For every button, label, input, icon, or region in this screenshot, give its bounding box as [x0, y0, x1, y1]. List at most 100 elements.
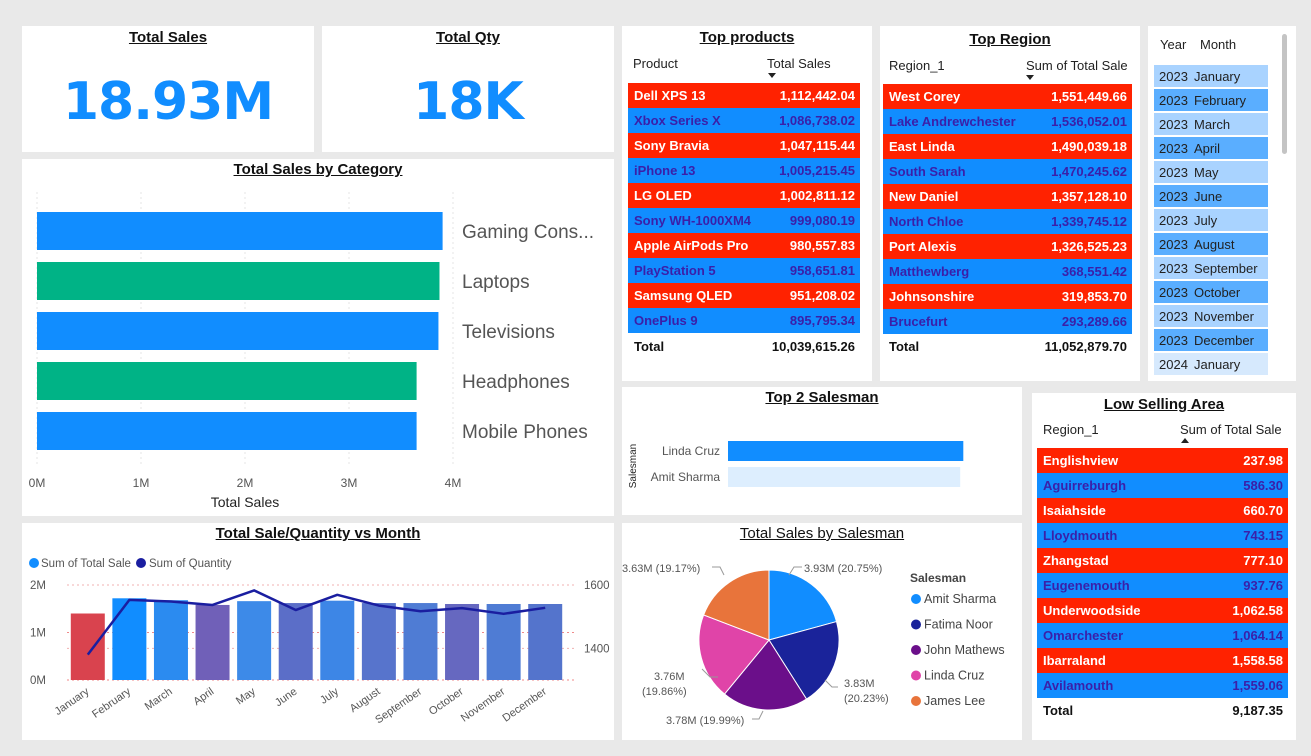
- row-value: 1,002,811.12: [779, 188, 855, 203]
- bar-march: [153, 600, 188, 680]
- slicer-item[interactable]: 2023 September: [1154, 257, 1268, 279]
- table-row[interactable]: Ibarraland 1,558.58: [1037, 648, 1288, 673]
- column-header-region[interactable]: Region_1: [1043, 422, 1099, 437]
- bar-televisions: [37, 312, 439, 350]
- sort-ascending-icon: [1181, 438, 1189, 443]
- salesman-label: Linda Cruz: [662, 444, 720, 458]
- table-row[interactable]: PlayStation 5 958,651.81: [628, 258, 860, 283]
- table-row[interactable]: Apple AirPods Pro 980,557.83: [628, 233, 860, 258]
- slicer-item[interactable]: 2024 January: [1154, 353, 1268, 375]
- slicer-month: October: [1194, 284, 1241, 300]
- table-row[interactable]: North Chloe 1,339,745.12: [883, 209, 1132, 234]
- table-body: Dell XPS 13 1,112,442.04 Xbox Series X 1,08…: [628, 83, 860, 343]
- y-tick-label: 1M: [30, 628, 46, 640]
- legend-marker: [911, 645, 921, 655]
- table-row[interactable]: Zhangstad 777.10: [1037, 548, 1288, 573]
- slicer-item[interactable]: 2023 April: [1154, 137, 1268, 159]
- row-label: Sony Bravia: [634, 138, 710, 153]
- bar-amit-sharma: [728, 467, 961, 487]
- table-row[interactable]: Samsung QLED 951,208.02: [628, 283, 860, 308]
- row-value: 1,064.14: [1232, 628, 1283, 643]
- table-row[interactable]: LG OLED 1,002,811.12: [628, 183, 860, 208]
- table-row[interactable]: Lloydmouth 743.15: [1037, 523, 1288, 548]
- table-row[interactable]: Eugenemouth 937.76: [1037, 573, 1288, 598]
- column-header-sum-total-sale[interactable]: Sum of Total Sale: [1026, 58, 1128, 73]
- table-row[interactable]: Dell XPS 13 1,112,442.04: [628, 83, 860, 108]
- table-row[interactable]: West Corey 1,551,449.66: [883, 84, 1132, 109]
- row-label: Isaiahside: [1043, 503, 1106, 518]
- slicer-month: January: [1194, 356, 1241, 372]
- table-row[interactable]: OnePlus 9 895,795.34: [628, 308, 860, 333]
- slicer-scrollbar[interactable]: [1282, 34, 1287, 154]
- chart-title: Top 2 Salesman: [765, 389, 879, 406]
- row-label: LG OLED: [634, 188, 692, 203]
- row-label: Omarchester: [1043, 628, 1124, 643]
- leader-line: [712, 566, 725, 576]
- table-row[interactable]: New Daniel 1,357,128.10: [883, 184, 1132, 209]
- table-row[interactable]: Omarchester 1,064.14: [1037, 623, 1288, 648]
- slicer-month: May: [1194, 164, 1219, 180]
- row-label: Samsung QLED: [634, 288, 733, 303]
- legend-marker: [29, 558, 39, 568]
- slicer-item[interactable]: 2023 February: [1154, 89, 1268, 111]
- table-row[interactable]: Port Alexis 1,326,525.23: [883, 234, 1132, 259]
- slicer-item[interactable]: 2023 June: [1154, 185, 1268, 207]
- table-row[interactable]: Aguirreburgh 586.30: [1037, 473, 1288, 498]
- slicer-item[interactable]: 2023 December: [1154, 329, 1268, 351]
- table-row[interactable]: Johnsonshire 319,853.70: [883, 284, 1132, 309]
- row-label: Port Alexis: [889, 239, 957, 254]
- chart-title: Total Sales by Salesman: [739, 525, 905, 542]
- slicer-year: 2023: [1159, 260, 1188, 276]
- table-row[interactable]: Matthewberg 368,551.42: [883, 259, 1132, 284]
- table-total-row: Total 10,039,615.26: [628, 334, 860, 358]
- table-row[interactable]: Avilamouth 1,559.06: [1037, 673, 1288, 698]
- slice-label: 3.76M: [654, 671, 685, 683]
- table-row[interactable]: Xbox Series X 1,086,738.02: [628, 108, 860, 133]
- total-label: Total: [1043, 702, 1074, 718]
- slicer-item[interactable]: 2023 January: [1154, 65, 1268, 87]
- slicer-item[interactable]: 2023 May: [1154, 161, 1268, 183]
- row-label: Lloydmouth: [1043, 528, 1118, 543]
- column-header-total-sales[interactable]: Total Sales: [767, 56, 831, 71]
- row-value: 1,326,525.23: [1051, 239, 1127, 254]
- row-label: Matthewberg: [889, 264, 970, 279]
- table-row[interactable]: Sony Bravia 1,047,115.44: [628, 133, 860, 158]
- table-row[interactable]: Sony WH-1000XM4 999,080.19: [628, 208, 860, 233]
- slicer-item[interactable]: 2023 March: [1154, 113, 1268, 135]
- slice-label: (20.23%): [844, 693, 889, 705]
- row-label: South Sarah: [889, 164, 966, 179]
- table-row[interactable]: Englishview 237.98: [1037, 448, 1288, 473]
- table-row[interactable]: Lake Andrewchester 1,536,052.01: [883, 109, 1132, 134]
- x-tick-label: August: [348, 686, 383, 715]
- category-bar-chart: 0M 1M 2M 3M 4M Gaming Cons... Laptops Televisio…: [29, 192, 594, 510]
- bar-december: [528, 604, 563, 680]
- slicer-item[interactable]: 2023 August: [1154, 233, 1268, 255]
- row-value: 660.70: [1243, 503, 1283, 518]
- row-label: North Chloe: [889, 214, 964, 229]
- slicer-item[interactable]: 2023 October: [1154, 281, 1268, 303]
- row-value: 937.76: [1243, 578, 1283, 593]
- row-value: 1,558.58: [1232, 653, 1283, 668]
- table-row[interactable]: Underwoodside 1,062.58: [1037, 598, 1288, 623]
- bar-january: [70, 613, 105, 680]
- leader-line: [752, 710, 764, 720]
- table-row[interactable]: South Sarah 1,470,245.62: [883, 159, 1132, 184]
- legend-marker: [911, 670, 921, 681]
- table-row[interactable]: East Linda 1,490,039.18: [883, 134, 1132, 159]
- slicer-item[interactable]: 2023 November: [1154, 305, 1268, 327]
- table-row[interactable]: Brucefurt 293,289.66: [883, 309, 1132, 334]
- pie-slice-linda-cruz: [698, 614, 770, 695]
- column-header-product[interactable]: Product: [633, 56, 678, 71]
- table-row[interactable]: iPhone 13 1,005,215.45: [628, 158, 860, 183]
- column-header-sum-total-sale[interactable]: Sum of Total Sale: [1180, 422, 1282, 437]
- x-tick-label: May: [234, 685, 258, 707]
- kpi-title: Total Qty: [436, 29, 500, 46]
- year-month-slicer: Year Month 2023 January 2023 February 2023 Ma…: [1148, 26, 1296, 381]
- category-label: Televisions: [462, 322, 555, 343]
- legend-label: Amit Sharma: [924, 592, 996, 606]
- row-label: Ibarraland: [1043, 653, 1106, 668]
- slicer-item[interactable]: 2023 July: [1154, 209, 1268, 231]
- table-row[interactable]: Isaiahside 660.70: [1037, 498, 1288, 523]
- column-header-region[interactable]: Region_1: [889, 58, 945, 73]
- x-tick-label: July: [318, 685, 341, 706]
